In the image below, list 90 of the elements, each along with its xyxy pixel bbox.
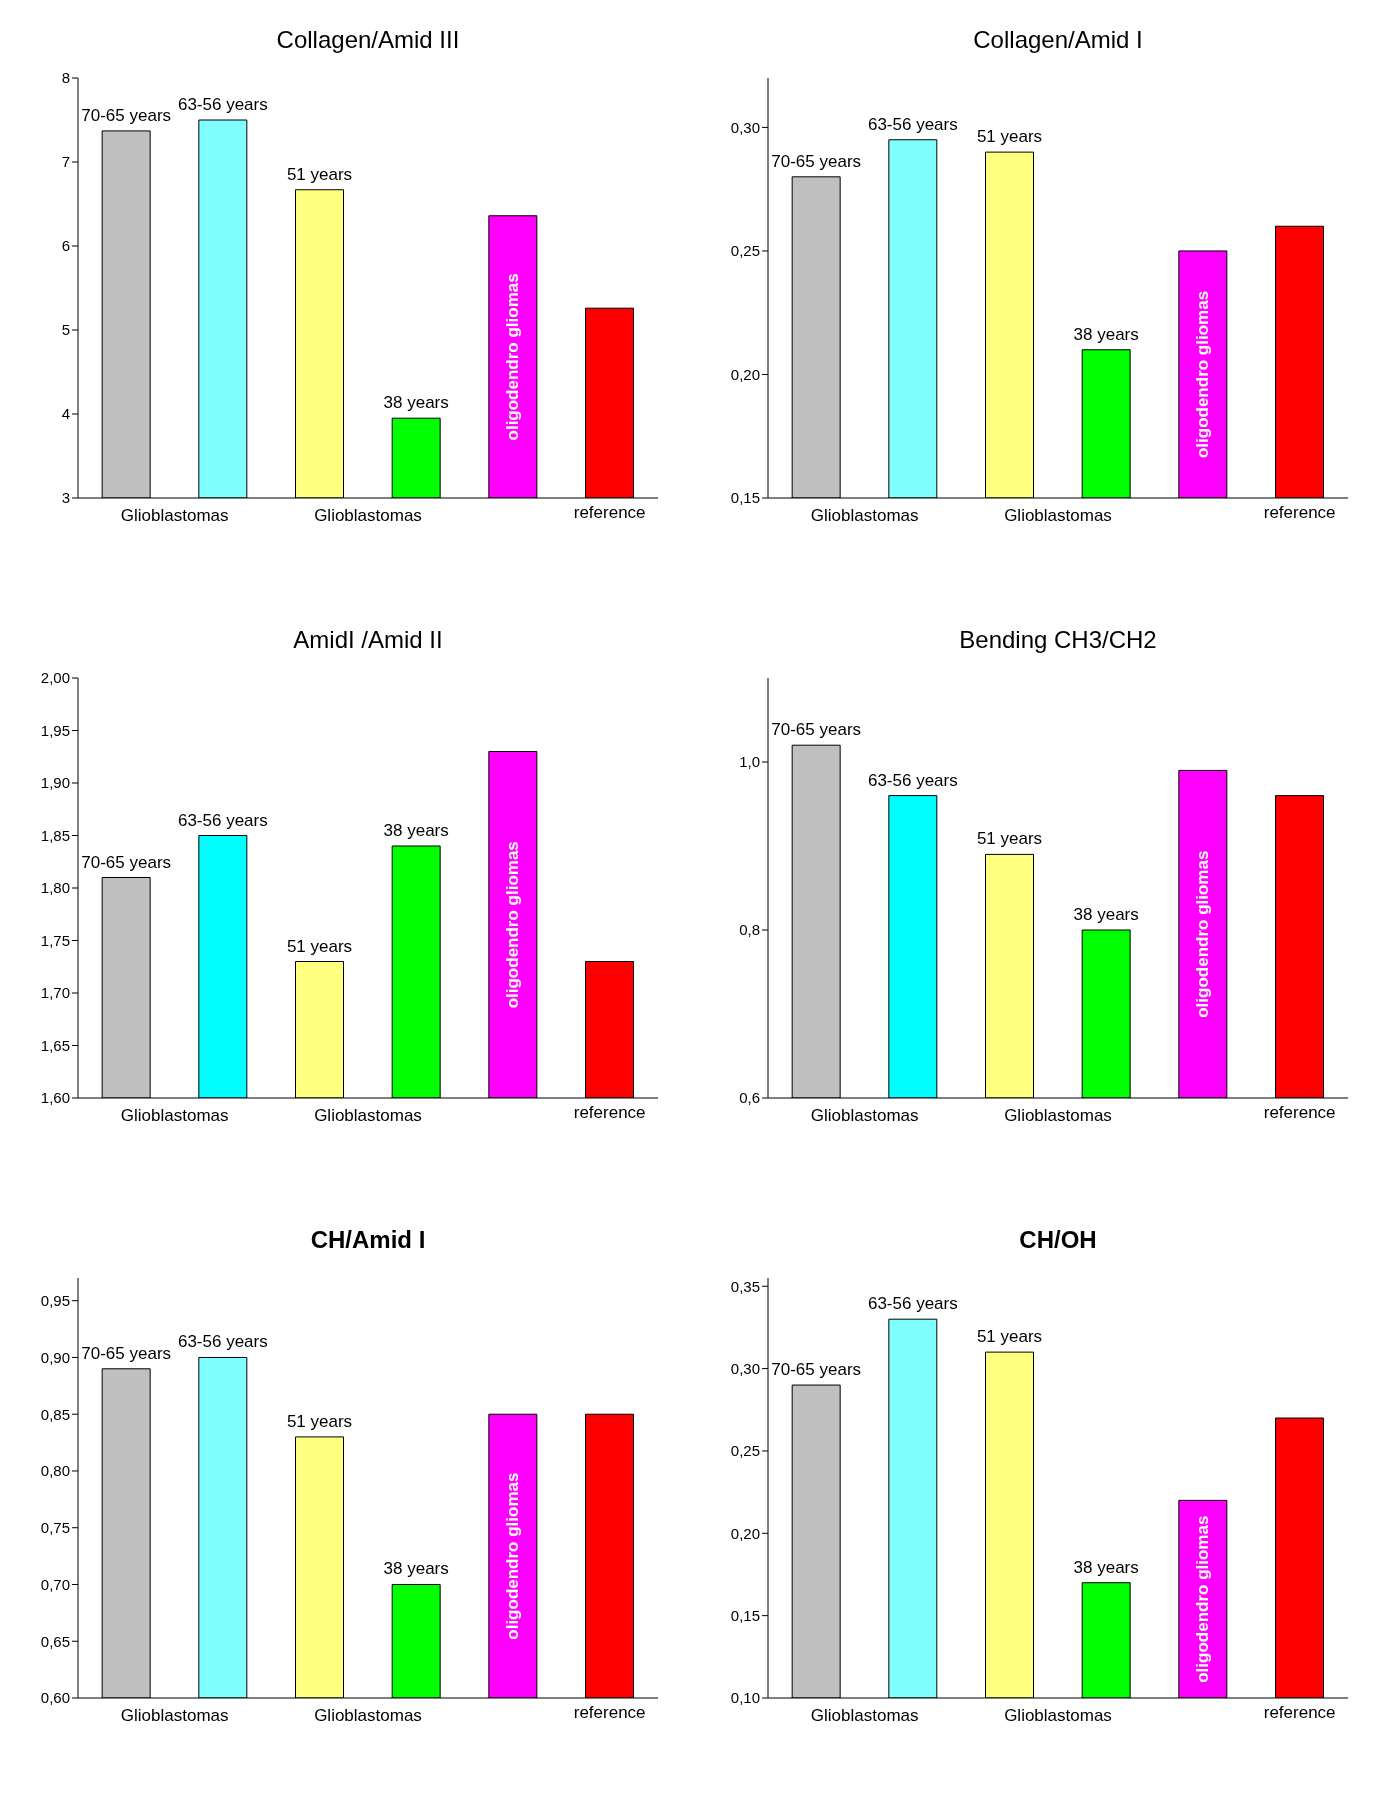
x-tick-label: reference [1263, 1703, 1336, 1723]
x-tick-label: 51 years [976, 1327, 1043, 1347]
y-tick-label: 1,90 [40, 774, 70, 792]
chart-title: AmidI /Amid II [292, 626, 444, 654]
y-tick-label: 0,30 [730, 118, 760, 136]
y-tick-label: 8 [61, 69, 70, 87]
x-tick-label: 63-56 years [867, 114, 958, 134]
y-tick-label: 0,60 [40, 1689, 70, 1707]
x-tick-label: 38 years [1073, 905, 1139, 924]
y-tick-label: 1,75 [40, 931, 70, 949]
text: Glioblastomas [313, 1706, 423, 1726]
y-tick-label: 1,70 [40, 984, 70, 1002]
chart-title: Collagen/Amid III [275, 26, 461, 54]
text: Glioblastomas [119, 1106, 230, 1126]
x-tick-label: oligodendro gliomas [1193, 290, 1213, 459]
chart-title: CH/Amid I [309, 1226, 427, 1254]
y-tick-label: 0,95 [40, 1292, 70, 1310]
y-tick-label: 5 [61, 321, 70, 339]
x-tick-label: 38 years [1073, 1557, 1139, 1577]
y-tick-label: 2,00 [40, 669, 70, 687]
text: Glioblastomas [119, 506, 230, 526]
y-tick-label: 0,6 [739, 1089, 760, 1107]
x-tick-label: oligodendro gliomas [1193, 1515, 1213, 1683]
y-tick-label: 0,25 [730, 242, 760, 260]
x-tick-label: 63-56 years [177, 810, 268, 830]
x-tick-label: 70-65 years [81, 105, 172, 125]
x-tick-label: 38 years [1073, 324, 1139, 344]
y-tick-label: 0,20 [730, 1524, 760, 1542]
y-tick-label: 0,70 [40, 1575, 70, 1593]
x-tick-label: 51 years [286, 164, 353, 184]
y-tick-label: 0,20 [730, 365, 760, 383]
x-tick-label: 51 years [286, 1411, 353, 1431]
x-tick-label: reference [1263, 503, 1336, 523]
y-tick-label: 0,8 [739, 921, 760, 939]
x-tick-label: 63-56 years [177, 1332, 268, 1352]
text: Glioblastomas [1003, 506, 1113, 526]
text: Glioblastomas [1003, 1706, 1113, 1726]
x-tick-label: reference [573, 1103, 646, 1123]
x-tick-label: 51 years [286, 936, 353, 956]
x-tick-label: 70-65 years [81, 1343, 172, 1363]
text: Glioblastomas [809, 1706, 920, 1726]
text: Glioblastomas [809, 1106, 920, 1126]
x-tick-label: 70-65 years [771, 151, 862, 171]
y-tick-label: 0,80 [40, 1462, 70, 1480]
x-tick-label: 38 years [383, 393, 449, 413]
x-tick-label: 70-65 years [771, 720, 862, 740]
x-tick-label: 38 years [383, 1559, 449, 1579]
y-tick-label: 0,15 [730, 1606, 760, 1624]
y-tick-label: 1,80 [40, 879, 70, 897]
x-tick-label: 70-65 years [81, 852, 172, 872]
y-tick-label: 0,35 [730, 1277, 760, 1295]
x-tick-label: 63-56 years [867, 770, 958, 790]
x-tick-label: 51 years [976, 127, 1043, 147]
y-tick-label: 7 [61, 153, 70, 171]
x-tick-label: oligodendro gliomas [503, 273, 523, 441]
y-tick-label: 3 [61, 489, 70, 507]
x-tick-label: reference [573, 1703, 646, 1723]
y-tick-label: 1,60 [40, 1089, 70, 1107]
text: Glioblastomas [313, 1106, 423, 1126]
x-tick-label: 38 years [383, 821, 449, 840]
text: Glioblastomas [313, 506, 423, 526]
y-tick-label: 1,65 [40, 1036, 70, 1054]
y-tick-label: 0,75 [40, 1519, 70, 1537]
x-tick-label: oligodendro gliomas [503, 841, 523, 1009]
y-tick-label: 0,15 [730, 489, 760, 507]
y-tick-label: 0,25 [730, 1442, 760, 1460]
y-tick-label: 1,85 [40, 826, 70, 844]
text: Glioblastomas [1003, 1106, 1113, 1126]
text: Glioblastomas [119, 1706, 230, 1726]
x-tick-label: 70-65 years [771, 1360, 862, 1380]
y-tick-label: 6 [61, 237, 70, 255]
chart-title: Collagen/Amid I [972, 26, 1144, 54]
y-tick-label: 4 [61, 405, 70, 423]
y-tick-label: 1,0 [739, 753, 760, 771]
x-tick-label: 63-56 years [177, 95, 268, 114]
y-tick-label: 0,85 [40, 1405, 70, 1423]
x-tick-label: oligodendro gliomas [1193, 850, 1213, 1018]
x-tick-label: 63-56 years [867, 1294, 958, 1314]
y-tick-label: 0,65 [40, 1632, 70, 1650]
y-tick-label: 0,30 [730, 1359, 760, 1377]
chart-title: Bending CH3/CH2 [958, 626, 1158, 654]
chart-title: CH/OH [1018, 1226, 1098, 1254]
x-tick-label: reference [573, 503, 646, 523]
y-tick-label: 0,10 [730, 1689, 760, 1707]
y-tick-label: 0,90 [40, 1348, 70, 1366]
x-tick-label: oligodendro gliomas [503, 1472, 523, 1640]
x-tick-label: 51 years [976, 829, 1043, 849]
y-tick-label: 1,95 [40, 721, 70, 739]
text: Glioblastomas [809, 506, 920, 526]
x-tick-label: reference [1263, 1103, 1336, 1123]
